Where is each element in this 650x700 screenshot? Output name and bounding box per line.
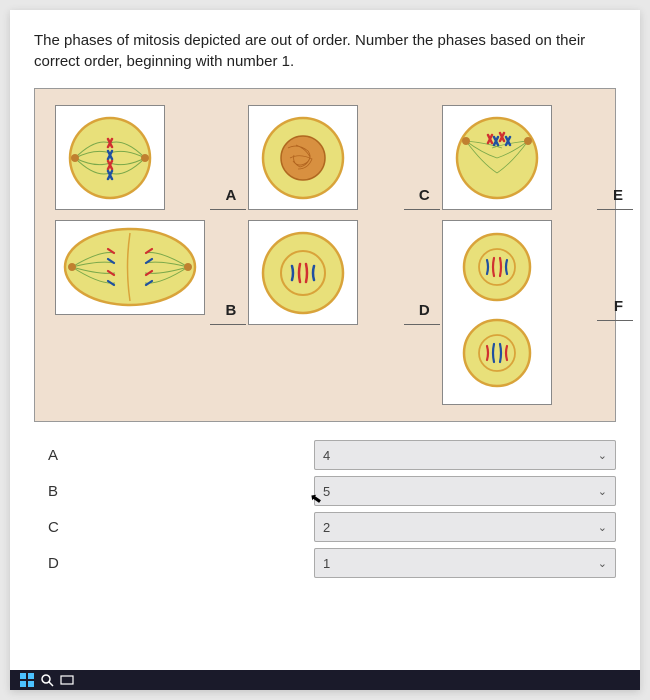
answer-letter-C: C (34, 519, 294, 536)
cytokinesis-icon (449, 225, 544, 400)
cell-E-label: E (613, 187, 623, 204)
telophase-icon (258, 228, 348, 318)
answer-select-D[interactable]: 1 ⌄ (314, 548, 616, 578)
answer-row-D: D 1 ⌄ (34, 548, 616, 578)
cell-B-label: B (225, 302, 236, 319)
windows-start-icon[interactable] (20, 673, 34, 687)
cell-C-label: C (419, 187, 430, 204)
cell-C (248, 105, 358, 210)
cell-A-wrap: A (55, 105, 208, 210)
cell-A (55, 105, 165, 210)
answer-row-A: A 4 ⌄ (34, 440, 616, 470)
cell-A-label: A (225, 187, 236, 204)
search-icon[interactable] (40, 673, 54, 687)
diagram-area: A C (34, 88, 616, 422)
answer-value-D: 1 (323, 556, 330, 571)
prophase-icon (452, 113, 542, 203)
answer-select-A[interactable]: 4 ⌄ (314, 440, 616, 470)
answer-value-A: 4 (323, 448, 330, 463)
metaphase-icon (65, 113, 155, 203)
question-text: The phases of mitosis depicted are out o… (34, 30, 616, 72)
answer-row-C: C 2 ⌄ (34, 512, 616, 542)
answer-row-B: B 5 ⌄ (34, 476, 616, 506)
task-view-icon[interactable] (60, 673, 74, 687)
cell-B-underline (210, 324, 246, 325)
answer-select-C[interactable]: 2 ⌄ (314, 512, 616, 542)
cell-B (55, 220, 205, 315)
answer-select-B[interactable]: 5 ⌄ (314, 476, 616, 506)
answer-letter-A: A (34, 447, 294, 464)
cell-A-underline (210, 209, 246, 210)
cell-F (442, 220, 552, 405)
answer-value-C: 2 (323, 520, 330, 535)
cell-D-label: D (419, 302, 430, 319)
answer-value-B: 5 (323, 484, 330, 499)
chevron-down-icon: ⌄ (598, 485, 607, 498)
cell-B-wrap: B (55, 220, 208, 325)
cell-E (442, 105, 552, 210)
cell-E-wrap: E (442, 105, 595, 210)
cell-D (248, 220, 358, 325)
cell-F-underline (597, 320, 633, 321)
windows-taskbar[interactable] (10, 670, 640, 690)
worksheet-page: The phases of mitosis depicted are out o… (10, 10, 640, 690)
cell-C-underline (404, 209, 440, 210)
interphase-icon (258, 113, 348, 203)
answer-letter-D: D (34, 555, 294, 572)
chevron-down-icon: ⌄ (598, 449, 607, 462)
answer-rows: A 4 ⌄ B 5 ⌄ C 2 ⌄ D 1 ⌄ (34, 440, 616, 578)
cell-F-label: F (614, 298, 623, 315)
cell-C-wrap: C (248, 105, 401, 210)
chevron-down-icon: ⌄ (598, 557, 607, 570)
cell-E-underline (597, 209, 633, 210)
cell-F-wrap: F (442, 220, 595, 405)
cell-D-underline (404, 324, 440, 325)
anaphase-icon (60, 225, 200, 310)
cell-D-wrap: D (248, 220, 401, 325)
chevron-down-icon: ⌄ (598, 521, 607, 534)
answer-letter-B: B (34, 483, 294, 500)
